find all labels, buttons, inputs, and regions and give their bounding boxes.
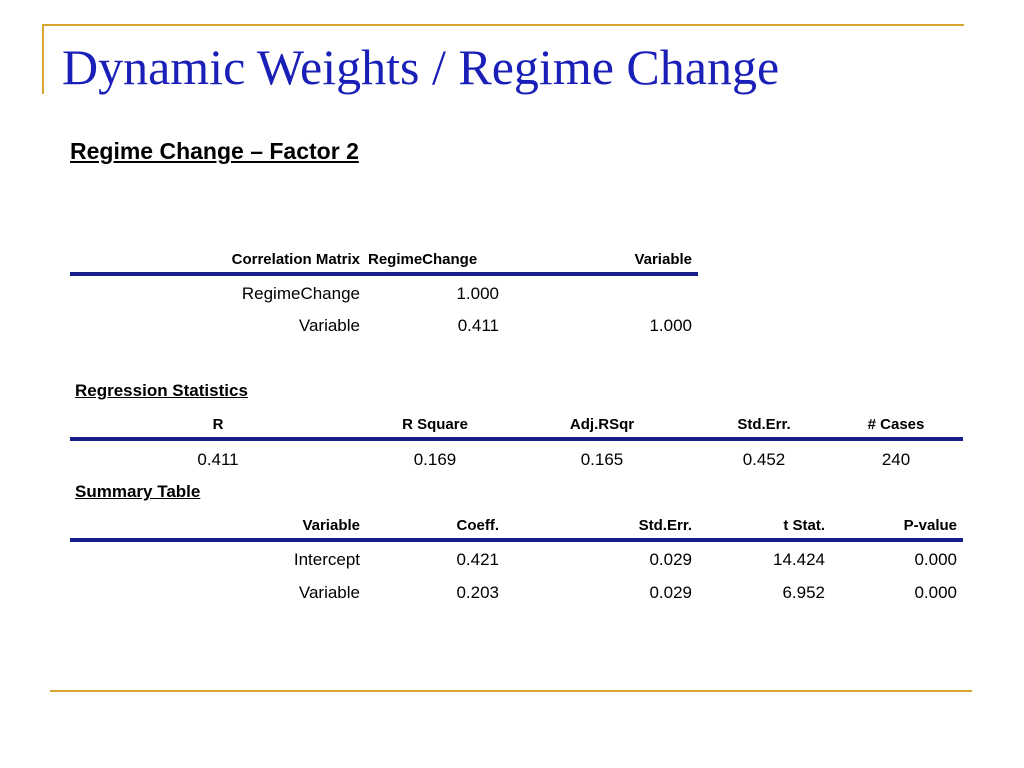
slide-title: Dynamic Weights / Regime Change	[62, 39, 780, 95]
sum-cell: 6.952	[782, 583, 825, 602]
sum-cell: 14.424	[773, 550, 825, 569]
frame-bottom-line	[50, 690, 972, 692]
sum-header-coeff: Coeff.	[456, 517, 500, 534]
summary-table-label: Summary Table	[75, 482, 201, 501]
sum-header-pvalue: P-value	[903, 517, 957, 534]
regression-statistics-label: Regression Statistics	[75, 381, 248, 400]
reg-header-adjrsqr: Adj.RSqr	[569, 416, 635, 433]
corr-header-rule	[70, 272, 698, 276]
corr-cell: 1.000	[649, 316, 692, 335]
sum-row-label: Variable	[298, 583, 360, 602]
sum-header-tstat: t Stat.	[783, 517, 825, 534]
sum-cell: 0.000	[914, 583, 957, 602]
sum-cell: 0.029	[649, 583, 692, 602]
sum-cell: 0.203	[456, 583, 499, 602]
corr-row-label: RegimeChange	[241, 284, 360, 303]
reg-header-stderr: Std.Err.	[737, 416, 791, 433]
frame-top-line	[42, 24, 964, 26]
reg-header-rule	[70, 437, 963, 441]
slide-subtitle: Regime Change – Factor 2	[70, 138, 359, 164]
corr-header-regimechange: RegimeChange	[368, 251, 478, 268]
reg-value-rsquare: 0.169	[413, 450, 457, 469]
sum-cell: 0.029	[649, 550, 692, 569]
frame-left-line	[42, 24, 44, 94]
reg-value-r: 0.411	[197, 450, 239, 469]
sum-cell: 0.421	[456, 550, 499, 569]
sum-header-rule	[70, 538, 963, 542]
corr-header-label: Correlation Matrix	[231, 251, 360, 268]
corr-cell: 0.411	[457, 316, 499, 335]
sum-header-variable: Variable	[302, 517, 360, 534]
reg-value-cases: 240	[881, 450, 911, 469]
sum-cell: 0.000	[914, 550, 957, 569]
reg-value-adjrsqr: 0.165	[580, 450, 624, 469]
reg-header-rsquare: R Square	[402, 416, 468, 433]
corr-cell: 1.000	[456, 284, 499, 303]
reg-header-r: R	[212, 416, 224, 433]
corr-header-variable: Variable	[634, 251, 692, 268]
sum-header-stderr: Std.Err.	[638, 517, 692, 534]
sum-row-label: Intercept	[293, 550, 360, 569]
corr-row-label: Variable	[298, 316, 360, 335]
reg-value-stderr: 0.452	[742, 450, 786, 469]
reg-header-cases: # Cases	[867, 416, 925, 433]
